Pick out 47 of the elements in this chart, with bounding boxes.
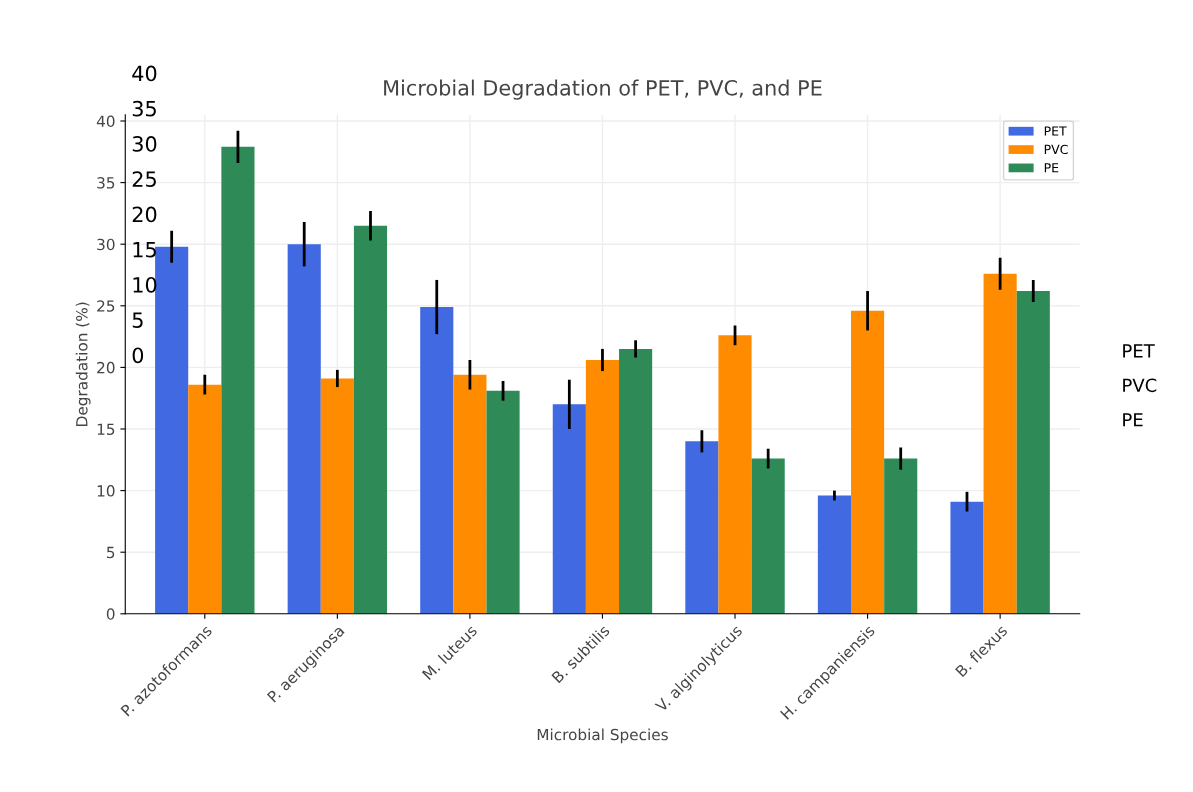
legend-label: PVC xyxy=(1044,144,1068,155)
bar xyxy=(718,335,752,614)
bar xyxy=(619,348,653,614)
annotation: 0 xyxy=(132,347,144,364)
bar xyxy=(486,390,520,614)
x-axis-title: Microbial Species xyxy=(537,728,668,744)
bar xyxy=(320,378,354,614)
y-tick-label: 5 xyxy=(107,546,115,559)
bar xyxy=(155,246,189,614)
annotation: 5 xyxy=(132,312,143,328)
bar xyxy=(983,273,1017,614)
chart-title: Microbial Degradation of PET, PVC, and PE xyxy=(384,79,822,100)
y-tick-label: 10 xyxy=(97,485,115,497)
annotation: 15 xyxy=(133,242,156,258)
bar xyxy=(751,458,785,614)
bar xyxy=(950,501,984,614)
bar xyxy=(453,374,487,614)
bar xyxy=(1016,291,1050,614)
bar xyxy=(884,458,918,614)
annotation: 25 xyxy=(132,171,156,188)
text: 40 xyxy=(132,65,157,82)
y-tick-label: 35 xyxy=(97,177,115,189)
bar xyxy=(851,310,885,614)
bar xyxy=(353,225,388,614)
bar xyxy=(685,441,719,614)
y-axis-title: Degradation (%) xyxy=(75,302,91,426)
bar xyxy=(287,244,321,614)
text: PET xyxy=(1123,344,1155,358)
y-tick-label: 25 xyxy=(97,300,115,312)
y-tick-label: 20 xyxy=(97,361,115,374)
bar xyxy=(221,146,255,614)
annotation: 35 xyxy=(132,100,156,117)
legend-label: PET xyxy=(1044,126,1067,136)
annotation: 20 xyxy=(132,206,157,223)
text: PVC xyxy=(1123,378,1157,393)
bar xyxy=(817,495,852,614)
y-tick-label: 40 xyxy=(96,115,115,128)
bar xyxy=(420,307,454,614)
bar xyxy=(188,384,222,614)
annotation: 30 xyxy=(132,136,157,152)
bar xyxy=(552,404,586,614)
legend-label: PE xyxy=(1044,163,1059,173)
y-tick-label: 0 xyxy=(106,608,115,620)
y-tick-label: 30 xyxy=(97,238,115,251)
text: PE xyxy=(1123,413,1143,427)
bar xyxy=(585,360,620,614)
y-tick-label: 15 xyxy=(97,423,115,436)
